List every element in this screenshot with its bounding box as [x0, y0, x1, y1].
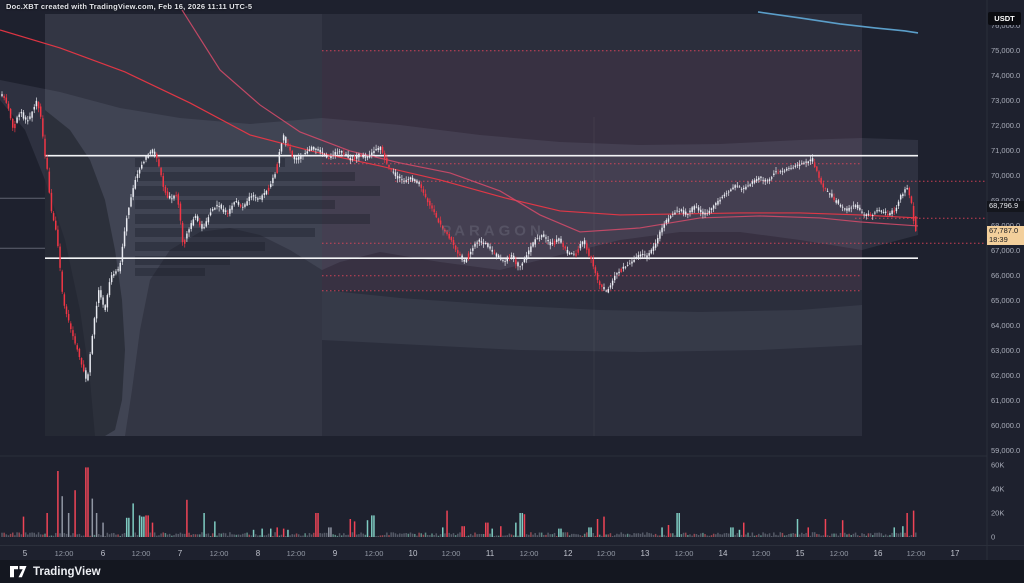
svg-text:14: 14 — [719, 549, 728, 558]
svg-text:12:00: 12:00 — [830, 549, 849, 558]
svg-text:12:00: 12:00 — [210, 549, 229, 558]
svg-text:74,000.0: 74,000.0 — [991, 71, 1020, 80]
svg-text:8: 8 — [256, 549, 261, 558]
svg-text:6: 6 — [101, 549, 106, 558]
svg-text:12: 12 — [564, 549, 573, 558]
svg-text:12:00: 12:00 — [55, 549, 74, 558]
svg-text:73,000.0: 73,000.0 — [991, 96, 1020, 105]
svg-text:63,000.0: 63,000.0 — [991, 346, 1020, 355]
svg-text:40K: 40K — [991, 485, 1004, 494]
svg-text:59,000.0: 59,000.0 — [991, 446, 1020, 455]
svg-text:11: 11 — [486, 549, 495, 558]
candles-layer — [1, 91, 917, 383]
svg-text:60,000.0: 60,000.0 — [991, 421, 1020, 430]
tradingview-logo-text[interactable]: TradingView — [33, 565, 101, 578]
svg-text:71,000.0: 71,000.0 — [991, 146, 1020, 155]
svg-text:69,000.0: 69,000.0 — [991, 196, 1020, 205]
svg-text:17: 17 — [951, 549, 960, 558]
svg-text:0: 0 — [991, 533, 995, 542]
svg-text:10: 10 — [409, 549, 418, 558]
svg-text:64,000.0: 64,000.0 — [991, 321, 1020, 330]
svg-text:62,000.0: 62,000.0 — [991, 371, 1020, 380]
time-axis[interactable] — [0, 545, 1024, 560]
svg-text:7: 7 — [178, 549, 183, 558]
watermark: PARAGON — [441, 222, 545, 240]
svg-text:67,000.0: 67,000.0 — [991, 246, 1020, 255]
svg-text:12:00: 12:00 — [675, 549, 694, 558]
svg-text:61,000.0: 61,000.0 — [991, 396, 1020, 405]
svg-text:12:00: 12:00 — [597, 549, 616, 558]
svg-text:9: 9 — [333, 549, 338, 558]
svg-text:76,000.0: 76,000.0 — [991, 21, 1020, 30]
svg-text:66,000.0: 66,000.0 — [991, 271, 1020, 280]
symbol-badge: USDT — [988, 12, 1021, 25]
svg-text:12:00: 12:00 — [287, 549, 306, 558]
tradingview-logo-icon[interactable] — [10, 565, 27, 578]
svg-text:60K: 60K — [991, 461, 1004, 470]
ma-price-label: 68,796.9 — [987, 201, 1024, 212]
svg-text:72,000.0: 72,000.0 — [991, 121, 1020, 130]
last-price-value: 67,787.0 — [989, 226, 1019, 235]
svg-text:12:00: 12:00 — [442, 549, 461, 558]
chart-credit: Doc.XBT created with TradingView.com, Fe… — [6, 2, 253, 11]
axes-layer: 76,000.0 75,000.0 74,000.0 73,000.0 72,000.0… — [0, 0, 1024, 560]
svg-text:12:00: 12:00 — [132, 549, 151, 558]
svg-text:5: 5 — [23, 549, 28, 558]
volume-layer — [1, 467, 917, 537]
overlay-zones-layer — [0, 14, 918, 436]
last-price-label: 67,787.0 18:39 — [987, 226, 1024, 245]
bar-countdown: 18:39 — [989, 234, 1008, 244]
svg-text:12:00: 12:00 — [752, 549, 771, 558]
svg-text:13: 13 — [641, 549, 650, 558]
svg-text:16: 16 — [874, 549, 883, 558]
levels-layer — [0, 50, 985, 292]
svg-text:12:00: 12:00 — [365, 549, 384, 558]
price-axis[interactable] — [987, 0, 1024, 560]
svg-text:20K: 20K — [991, 509, 1004, 518]
svg-text:12:00: 12:00 — [520, 549, 539, 558]
svg-text:70,000.0: 70,000.0 — [991, 171, 1020, 180]
bottom-bar: TradingView — [0, 560, 1024, 583]
svg-text:15: 15 — [796, 549, 805, 558]
svg-text:68,000.0: 68,000.0 — [991, 221, 1020, 230]
svg-text:65,000.0: 65,000.0 — [991, 296, 1020, 305]
svg-text:12:00: 12:00 — [907, 549, 926, 558]
svg-text:75,000.0: 75,000.0 — [991, 46, 1020, 55]
indicator-lines-layer — [0, 9, 919, 233]
